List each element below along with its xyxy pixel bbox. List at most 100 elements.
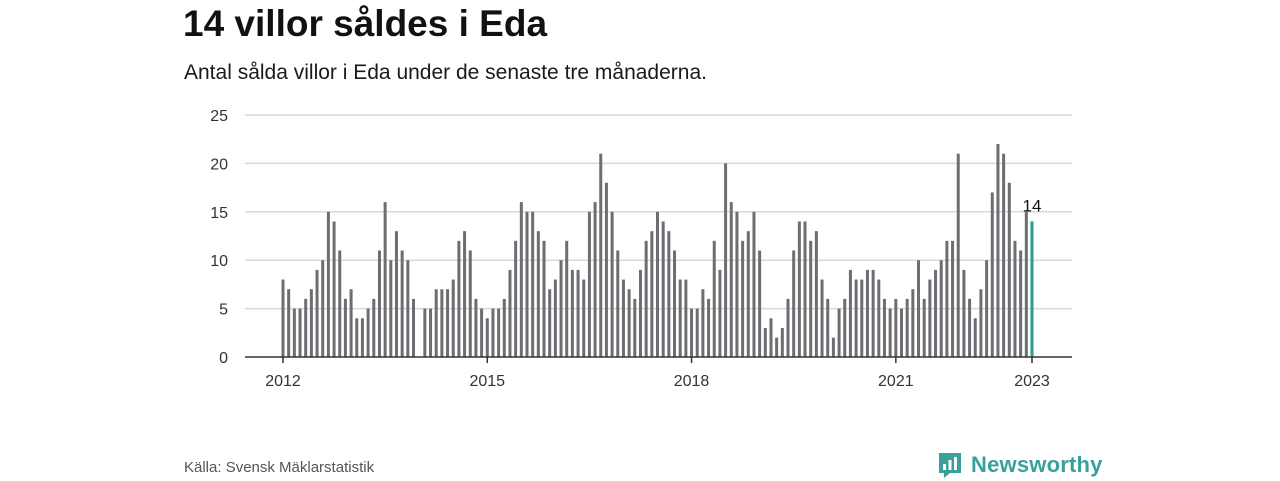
bar [434, 289, 438, 357]
bar [360, 318, 364, 357]
bar [826, 298, 830, 357]
bar [604, 182, 608, 357]
bar [287, 289, 291, 357]
bar [945, 240, 949, 357]
bar [338, 250, 342, 357]
bar [315, 269, 319, 357]
bar [735, 211, 739, 357]
bar [905, 298, 909, 357]
data-labels: 14 [1023, 196, 1042, 215]
bar [882, 298, 886, 357]
bar [860, 279, 864, 357]
bar [667, 231, 671, 357]
bar [780, 327, 784, 357]
chart-title: 14 villor såldes i Eda [183, 3, 548, 44]
bar [797, 221, 801, 357]
bar [553, 279, 557, 357]
bar-latest [1030, 221, 1034, 357]
bar [616, 250, 620, 357]
bar [678, 279, 682, 357]
bar [661, 221, 665, 357]
bar [752, 211, 756, 357]
bar [1002, 153, 1006, 357]
bar [474, 298, 478, 357]
bar [292, 308, 296, 357]
bar [514, 240, 518, 357]
bar [502, 298, 506, 357]
bar [491, 308, 495, 357]
bar [854, 279, 858, 357]
bar [638, 269, 642, 357]
bar [979, 289, 983, 357]
bar [701, 289, 705, 357]
bar [888, 308, 892, 357]
bar [871, 269, 875, 357]
latest-value-label: 14 [1023, 196, 1042, 215]
bar [939, 260, 943, 357]
bar [820, 279, 824, 357]
bar [468, 250, 472, 357]
bar [894, 298, 898, 357]
y-tick-label: 0 [219, 350, 228, 367]
bar [582, 279, 586, 357]
bar [309, 289, 313, 357]
newsworthy-logo-icon [939, 453, 961, 478]
bar [690, 308, 694, 357]
bar [809, 240, 813, 357]
bar [633, 298, 637, 357]
bar [928, 279, 932, 357]
bar [865, 269, 869, 357]
bar [599, 153, 603, 357]
bar [377, 250, 381, 357]
bar [610, 211, 614, 357]
bar [746, 231, 750, 357]
bar [446, 289, 450, 357]
bar [321, 260, 325, 357]
y-tick-label: 10 [210, 253, 228, 270]
bar [621, 279, 625, 357]
x-axis-ticks: 2012 2015 2018 2021 2023 [265, 357, 1050, 390]
bar [644, 240, 648, 357]
bar [508, 269, 512, 357]
bar [519, 202, 523, 357]
bar [724, 163, 728, 357]
bar [707, 298, 711, 357]
bar [684, 279, 688, 357]
bar [985, 260, 989, 357]
bar [792, 250, 796, 357]
bar [990, 192, 994, 357]
bar [281, 279, 285, 357]
bar [729, 202, 733, 357]
bar [304, 298, 308, 357]
bar [485, 318, 489, 357]
bar [429, 308, 433, 357]
x-tick-label: 2018 [674, 373, 710, 390]
bar-chart: 0 5 10 15 20 25 2012 2015 2018 2021 2023 14 [210, 108, 1072, 390]
bar [803, 221, 807, 357]
bar [536, 231, 540, 357]
bar [298, 308, 302, 357]
bar [343, 298, 347, 357]
bar [497, 308, 501, 357]
bar [412, 298, 416, 357]
bar [332, 221, 336, 357]
bar [650, 231, 654, 357]
bar [440, 289, 444, 357]
y-tick-label: 5 [219, 302, 228, 319]
bar [968, 298, 972, 357]
brand-logo[interactable]: Newsworthy [937, 449, 1103, 481]
bar [559, 260, 563, 357]
bar [400, 250, 404, 357]
bar [973, 318, 977, 357]
bar [786, 298, 790, 357]
bar [877, 279, 881, 357]
bar [934, 269, 938, 357]
bar [423, 308, 427, 357]
bar [480, 308, 484, 357]
bar [406, 260, 410, 357]
bar [1013, 240, 1017, 357]
bar [383, 202, 387, 357]
bar [587, 211, 591, 357]
y-tick-label: 15 [210, 205, 228, 222]
bar [1007, 182, 1011, 357]
